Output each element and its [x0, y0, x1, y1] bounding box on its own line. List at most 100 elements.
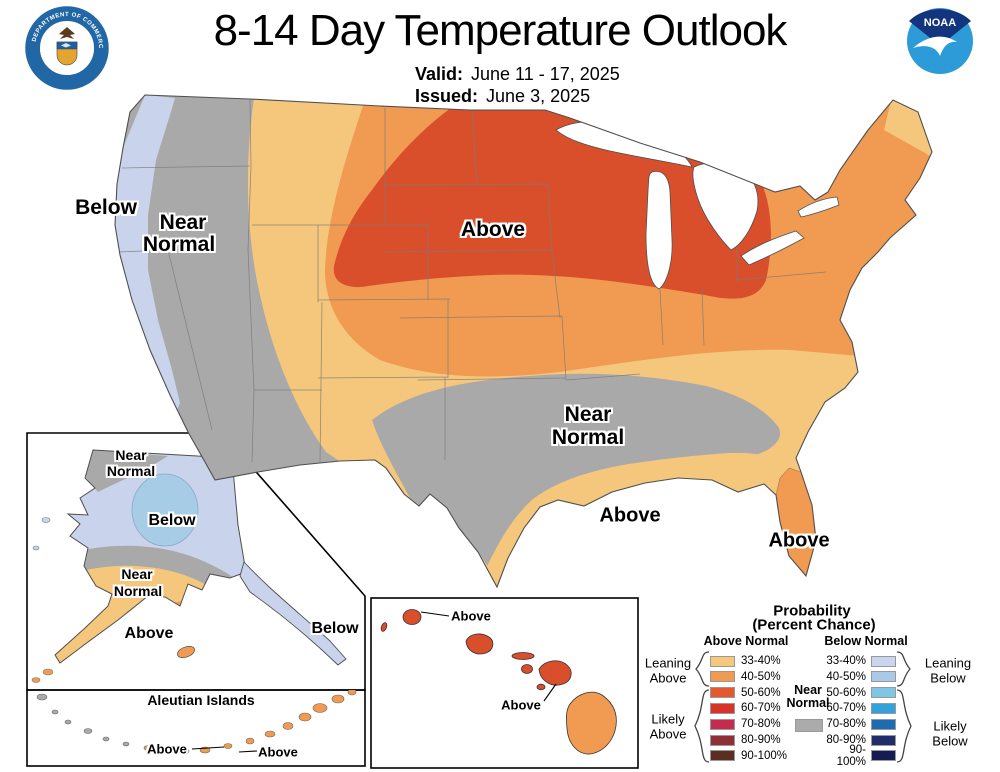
legend-swatch: [710, 687, 735, 699]
conus-outline: [114, 94, 933, 589]
legend-range-label: 40-50%: [741, 670, 781, 683]
lake-ontario: [797, 196, 840, 218]
legend-row-above-4: 70-80%: [710, 718, 781, 730]
label-ak-below: Below: [148, 512, 196, 529]
valid-issued-block: Valid: June 11 - 17, 2025 Issued: June 3, …: [415, 63, 620, 107]
label-aleutian-title: Aleutian Islands: [147, 692, 255, 708]
kauai-island: [402, 609, 422, 625]
legend-swatch: [710, 750, 735, 762]
big-island: [566, 691, 617, 755]
molokai-island: [511, 652, 535, 660]
legend-row-below-6: 90-100%: [820, 744, 896, 768]
maine-tip-region: [884, 97, 932, 158]
legend-swatch: [710, 734, 735, 746]
legend-likely-above-1: Likely: [651, 711, 685, 727]
legend-near-line1: Near: [794, 683, 822, 697]
label-ak-south-near: Near: [121, 566, 153, 582]
legend-leaning-below-1: Leaning: [924, 655, 972, 671]
label-west-near: Near: [159, 211, 207, 234]
legend-row-above-6: 90-100%: [710, 750, 787, 762]
label-west-below: Below: [75, 196, 137, 219]
legend-range-label: 90-100%: [836, 743, 866, 768]
alaska-panhandle: [239, 561, 347, 666]
noaa-logo-text: NOAA: [924, 17, 956, 29]
maui-island: [538, 660, 572, 686]
legend-above-rows: 33-40% 40-50% 50-60% 60-70% 70-80% 80-90% 90-1…: [710, 655, 830, 770]
legend-braces: [694, 651, 912, 763]
legend-likely-below-2: Below: [932, 733, 968, 749]
legend-near-line2: Normal: [786, 696, 830, 710]
label-south-near: Near: [564, 403, 612, 426]
legend-swatch: [871, 687, 896, 699]
legend-swatch: [871, 702, 896, 714]
label-ak-above: Above: [124, 625, 174, 642]
alaska-inset: [31, 449, 347, 683]
label-hi-above-bottom: Above: [501, 697, 541, 713]
legend-row-below-5: 80-90%: [820, 734, 896, 746]
label-aleutian-above-left: Above: [147, 741, 187, 757]
kodiak-island: [177, 646, 195, 658]
legend-leaning-above-1: Leaning: [644, 655, 692, 671]
legend-likely-above-2: Above: [649, 726, 687, 742]
valid-value: June 11 - 17, 2025: [471, 64, 620, 84]
legend-range-label: 33-40%: [826, 655, 866, 667]
legend-leaning-below-2: Below: [930, 670, 966, 686]
legend-swatch: [710, 718, 735, 730]
aleutian-inset-frame: [26, 689, 366, 767]
legend-range-label: 70-80%: [826, 718, 866, 731]
legend-row-above-2: 50-60%: [710, 687, 781, 699]
legend-swatch: [710, 671, 735, 683]
leaning-below-brace: [896, 651, 911, 687]
legend-range-label: 60-70%: [826, 702, 866, 715]
legend-swatch: [871, 734, 896, 746]
legend-swatch: [710, 702, 735, 714]
label-hi-above-top: Above: [451, 608, 491, 624]
legend-range-label: 33-40%: [741, 655, 781, 667]
legend-swatch: [871, 655, 896, 667]
legend-range-label: 90-100%: [741, 749, 788, 762]
label-ak-panhandle-below: Below: [311, 620, 359, 637]
lake-erie: [740, 230, 805, 266]
lake-michigan: [645, 170, 673, 290]
doc-seal-logo: DEPARTMENT OF COMMERCE UNITED STATES OF …: [24, 5, 109, 90]
issued-label: Issued:: [415, 86, 479, 106]
label-gulf-above: Above: [599, 504, 661, 527]
legend-leaning-above-2: Above: [649, 670, 687, 686]
label-center-above: Above: [460, 218, 526, 241]
legend-row-below-3: 60-70%: [820, 702, 896, 714]
legend-swatch: [710, 655, 735, 667]
legend-range-label: 50-60%: [741, 686, 781, 699]
label-florida-above: Above: [768, 529, 830, 552]
legend-title: Probability: [773, 602, 851, 620]
issued-line: Issued: June 3, 2025: [415, 85, 620, 107]
legend-likely-below-1: Likely: [933, 718, 967, 734]
label-aleutian-above-right: Above: [258, 744, 298, 760]
label-south-normal: Normal: [551, 426, 625, 449]
kahoolawe-island: [536, 683, 546, 691]
aleutian-inset: [36, 690, 357, 754]
legend-row-above-1: 40-50%: [710, 671, 781, 683]
legend-near-swatch: [795, 719, 823, 732]
noaa-logo: NOAA: [907, 8, 973, 74]
legend-row-below-4: 70-80%: [820, 718, 896, 730]
west-coast-below-strip: [115, 95, 180, 415]
legend-range-label: 40-50%: [826, 670, 866, 683]
legend-row-below-1: 40-50%: [820, 671, 896, 683]
legend-row-above-5: 80-90%: [710, 734, 781, 746]
legend-range-label: 60-70%: [741, 702, 781, 715]
issued-value: June 3, 2025: [486, 86, 591, 106]
legend-row-below-0: 33-40%: [820, 655, 896, 667]
likely-below-brace: [896, 689, 912, 763]
leaning-above-brace: [695, 651, 710, 687]
label-ak-south-normal: Normal: [113, 583, 163, 599]
legend-below-header: Below Normal: [824, 634, 908, 648]
state-borders: [116, 98, 827, 463]
valid-line: Valid: June 11 - 17, 2025: [415, 63, 620, 85]
inset-frames: [26, 432, 639, 769]
lanai-island: [521, 664, 533, 674]
niihau-island: [380, 622, 388, 632]
legend-above-header: Above Normal: [703, 634, 789, 648]
label-west-normal: Normal: [142, 233, 216, 256]
likely-above-brace: [694, 689, 710, 763]
legend-row-below-2: 50-60%: [820, 687, 896, 699]
